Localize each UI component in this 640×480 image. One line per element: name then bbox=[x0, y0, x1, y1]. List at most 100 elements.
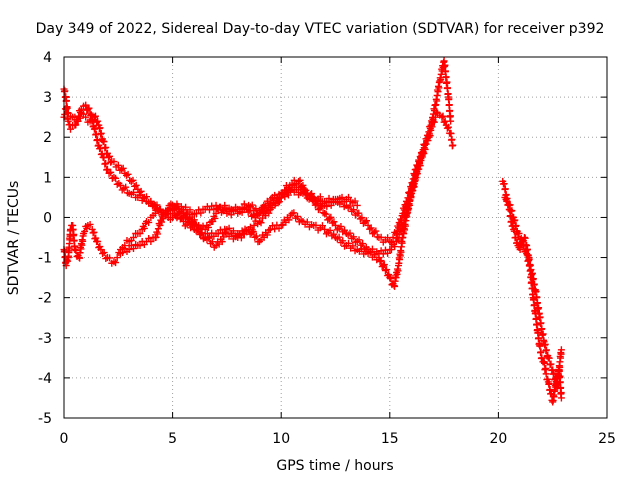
data-point-fill bbox=[380, 261, 388, 269]
data-point-fill bbox=[296, 176, 304, 184]
data-point-fill bbox=[389, 234, 397, 241]
data-point-fill bbox=[238, 208, 246, 216]
tick-layer: -5 -4 -3 -2 -1 0 1 2 3 4 0 5 10 15 20 25 bbox=[38, 50, 616, 447]
data-point-fill bbox=[376, 258, 384, 266]
data-point-fill bbox=[136, 229, 144, 237]
x-tick-label: 20 bbox=[489, 431, 507, 447]
data-point-fill bbox=[211, 214, 219, 222]
data-point-fill bbox=[118, 165, 126, 173]
data-point-fill bbox=[265, 209, 273, 217]
data-point-fill bbox=[84, 105, 92, 113]
data-point-fill bbox=[502, 195, 510, 203]
data-point-fill bbox=[147, 238, 155, 246]
data-point-fill bbox=[237, 234, 245, 242]
data-point-fill bbox=[500, 180, 508, 188]
data-point-fill bbox=[122, 183, 130, 191]
data-point-fill bbox=[377, 233, 385, 241]
data-point bbox=[512, 234, 520, 241]
data-point-fill bbox=[72, 121, 80, 129]
data-point-fill bbox=[314, 196, 322, 204]
data-point-fill bbox=[100, 138, 108, 146]
data-point bbox=[421, 145, 429, 153]
data-point-fill bbox=[246, 207, 254, 215]
data-point-fill bbox=[110, 158, 118, 166]
data-point-fill bbox=[361, 218, 369, 226]
chart-title: Day 349 of 2022, Sidereal Day-to-day VTE… bbox=[36, 21, 605, 37]
y-tick-label: -5 bbox=[38, 411, 52, 427]
data-point-fill bbox=[290, 209, 298, 217]
data-point-fill bbox=[377, 257, 385, 265]
data-point-fill bbox=[359, 240, 367, 248]
data-point-fill bbox=[316, 193, 324, 201]
data-point-fill bbox=[137, 187, 145, 195]
data-point-fill bbox=[395, 231, 403, 239]
data-point-fill bbox=[204, 223, 212, 231]
data-point-fill bbox=[90, 228, 98, 236]
data-point-fill bbox=[212, 209, 220, 217]
data-point bbox=[295, 177, 303, 185]
data-point-fill bbox=[227, 230, 235, 238]
data-point-fill bbox=[381, 267, 389, 275]
data-point-fill bbox=[97, 129, 105, 137]
data-point-fill bbox=[379, 262, 387, 270]
x-tick-label: 15 bbox=[381, 431, 399, 447]
data-point bbox=[277, 221, 285, 229]
data-point-fill bbox=[537, 348, 545, 356]
data-point-fill bbox=[107, 168, 115, 176]
y-tick-label: 1 bbox=[43, 170, 52, 186]
data-point-fill bbox=[356, 215, 364, 223]
y-tick-label: -3 bbox=[38, 331, 52, 347]
data-point-fill bbox=[418, 153, 426, 161]
data-point-fill bbox=[323, 202, 331, 210]
data-point-fill bbox=[538, 325, 546, 333]
data-points bbox=[60, 57, 565, 406]
data-point-fill bbox=[506, 201, 514, 209]
data-point-fill bbox=[351, 197, 359, 205]
data-point-fill bbox=[162, 209, 170, 217]
data-point bbox=[255, 217, 263, 225]
data-point-fill bbox=[74, 117, 82, 125]
data-point bbox=[110, 173, 118, 181]
data-point-fill bbox=[136, 242, 144, 250]
data-point bbox=[127, 177, 135, 185]
data-point-fill bbox=[345, 193, 353, 201]
data-point-fill bbox=[112, 174, 120, 182]
data-point-fill bbox=[547, 360, 555, 368]
data-point-fill bbox=[94, 136, 102, 144]
data-point-fill bbox=[501, 185, 509, 193]
data-point-fill bbox=[335, 233, 343, 241]
data-point-fill bbox=[366, 248, 374, 256]
data-point-fill bbox=[293, 212, 301, 220]
data-point-fill bbox=[424, 133, 432, 141]
y-tick-label: -1 bbox=[38, 251, 52, 267]
data-point-fill bbox=[383, 266, 391, 274]
data-point-fill bbox=[89, 116, 97, 124]
data-point-fill bbox=[99, 250, 107, 258]
data-point-fill bbox=[327, 213, 335, 221]
data-point bbox=[447, 117, 455, 125]
data-point-fill bbox=[156, 221, 164, 229]
data-point-fill bbox=[540, 359, 548, 367]
data-point-fill bbox=[444, 123, 452, 131]
data-point-fill bbox=[132, 181, 140, 189]
data-point-fill bbox=[75, 112, 83, 120]
data-point-fill bbox=[318, 222, 326, 230]
data-point-fill bbox=[312, 221, 320, 229]
y-tick-label: -2 bbox=[38, 291, 52, 307]
data-point bbox=[321, 209, 329, 217]
data-point-fill bbox=[394, 236, 402, 244]
data-point bbox=[114, 161, 122, 169]
data-point-fill bbox=[345, 239, 353, 247]
data-point-fill bbox=[515, 229, 523, 237]
data-point-fill bbox=[140, 224, 148, 232]
data-point bbox=[82, 113, 90, 121]
data-point-fill bbox=[154, 230, 162, 238]
data-point-fill bbox=[249, 228, 257, 236]
data-point bbox=[516, 246, 524, 254]
data-point bbox=[538, 354, 546, 362]
data-point-fill bbox=[251, 233, 259, 241]
data-point-fill bbox=[535, 304, 543, 312]
data-point-fill bbox=[63, 103, 71, 111]
data-point-fill bbox=[257, 219, 265, 227]
data-point-fill bbox=[366, 225, 374, 233]
